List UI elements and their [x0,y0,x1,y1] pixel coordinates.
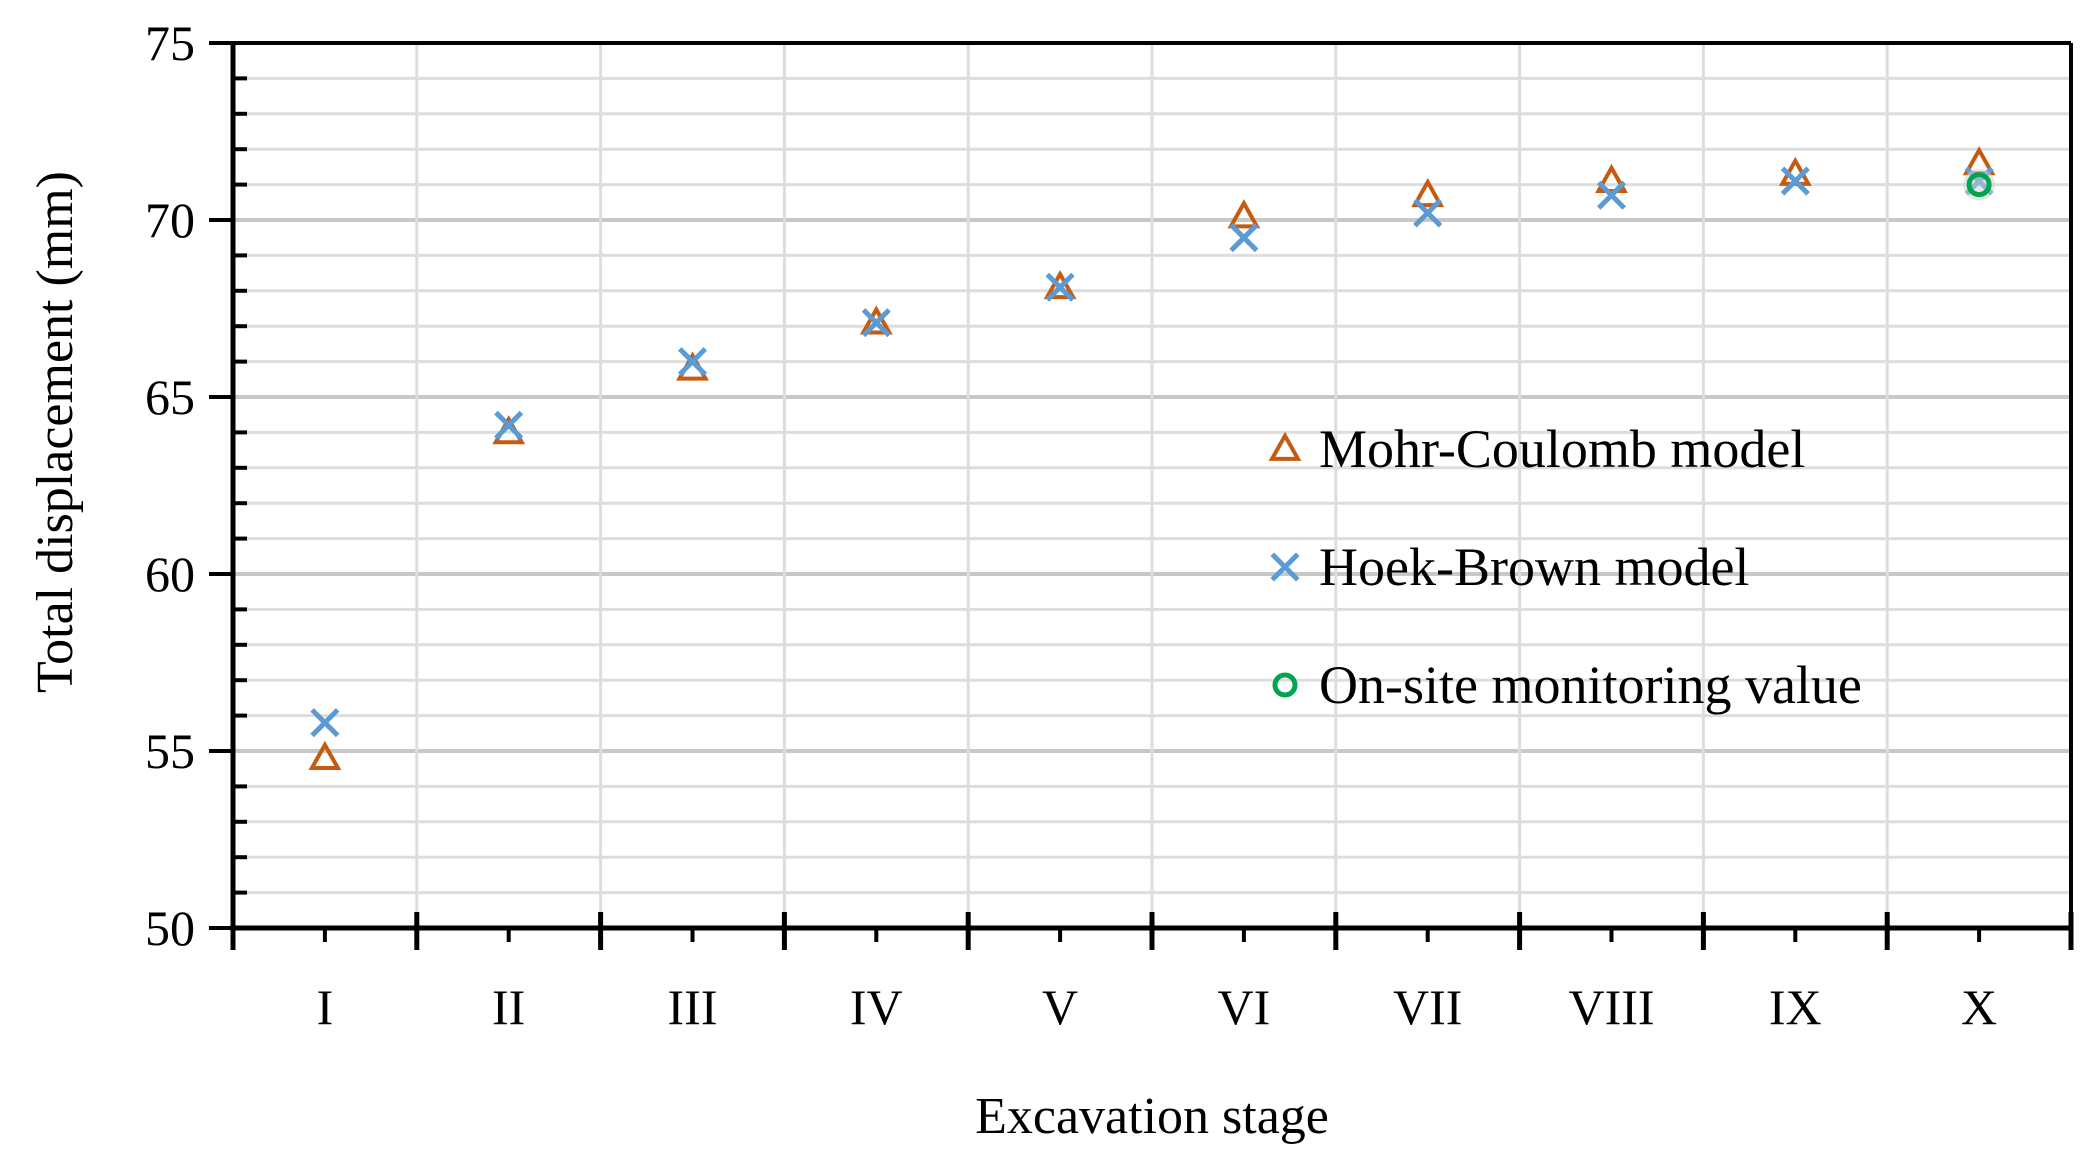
data-point-x [1596,180,1627,210]
legend-label: Mohr-Coulomb model [1319,419,1805,479]
series-on-site-monitoring-value [1963,168,1996,201]
data-point-triangle [1411,177,1445,208]
grid [233,43,2071,928]
legend-marker-triangle [1268,431,1302,461]
x-axis-title: Excavation stage [975,1088,1329,1145]
legend-marker-circle [1272,672,1298,698]
data-point-triangle [859,305,893,335]
y-tick-label: 75 [145,15,195,71]
y-tick-label: 65 [145,369,195,425]
data-point-x [1413,198,1443,228]
x-tick-label: III [668,979,718,1035]
x-tick-label: II [492,979,525,1035]
data-point-x [310,708,340,738]
y-tick-label: 70 [145,192,195,248]
legend: Mohr-Coulomb model Hoek-Brown model On-sit… [1268,419,1862,715]
data-point-x [677,347,708,377]
data-point-x [861,308,891,338]
x-tick-label: VI [1218,979,1271,1035]
x-tick-label: V [1042,979,1078,1035]
legend-label: Hoek-Brown model [1319,537,1749,597]
legend-item: Mohr-Coulomb model [1268,419,1805,479]
legend-label: On-site monitoring value [1319,655,1862,715]
series-hoek-brown-model [310,166,1994,738]
legend-marker-x [1270,552,1300,582]
data-point-circle [1966,172,1992,198]
x-tick-label: X [1961,979,1997,1035]
data-point-x [494,410,524,440]
data-point-x [1780,166,1810,196]
data-point-x [1229,223,1259,253]
y-tick-label: 55 [145,723,195,779]
y-axis-title: Total displacement (mm) [27,171,84,693]
data-point-triangle [1043,269,1077,300]
y-tick-label: 60 [145,546,195,602]
legend-item: Hoek-Brown model [1270,537,1749,597]
data-point-triangle [308,740,342,770]
x-tick-label: VII [1393,979,1462,1035]
data-point-x [1045,272,1075,302]
x-tick-label: IV [850,979,903,1035]
x-tick-label: I [317,979,334,1035]
data-marks [308,146,1996,770]
data-point-triangle [1227,199,1261,229]
y-tick-label: 50 [145,900,195,956]
x-tick-label: IX [1769,979,1822,1035]
legend-item: On-site monitoring value [1272,655,1862,715]
x-tick-label: VIII [1568,979,1654,1035]
data-point-triangle [1595,163,1628,193]
